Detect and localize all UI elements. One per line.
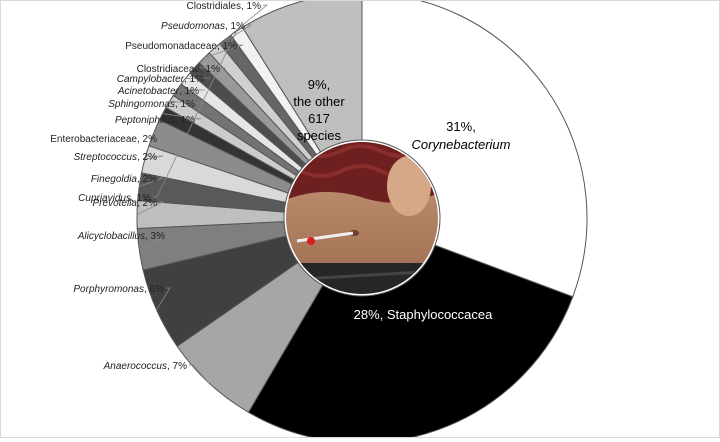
label-campylobacter: Campylobacter, 1% [117,74,204,85]
label-alicyclobacillus: Alicyclobacillus, 3% [77,231,165,242]
label-peptoniphilus: Peptoniphilus, 1% [115,115,195,126]
label-pseudomonadaceae: Pseudomonadaceae, 1% [125,41,237,52]
label-porphyromonas: Porphyromonas, 6% [73,284,164,295]
label-anaerococcus: Anaerococcus, 7% [103,361,187,372]
label-sphingomonas: Sphingomonas, 1% [108,99,195,110]
label-acinetobacter: Acinetobacter, 1% [117,86,199,97]
label-streptococcus: Streptococcus, 2% [74,152,157,163]
label-clostridiaceae: Clostridiaceae, 1% [137,64,220,75]
label-finegoldia: Finegoldia, 2% [91,174,157,185]
label-clostridiales: Clostridiales, 1% [187,1,262,12]
label-staphylococcacea: 28%, Staphylococcacea [354,307,494,322]
label-enterobacteriaceae: Enterobacteriaceae, 2% [50,134,157,145]
label-cupriavidus: Cupriavidus, 1% [78,193,151,204]
label-pseudomonas: Pseudomonas, 1% [161,21,245,32]
